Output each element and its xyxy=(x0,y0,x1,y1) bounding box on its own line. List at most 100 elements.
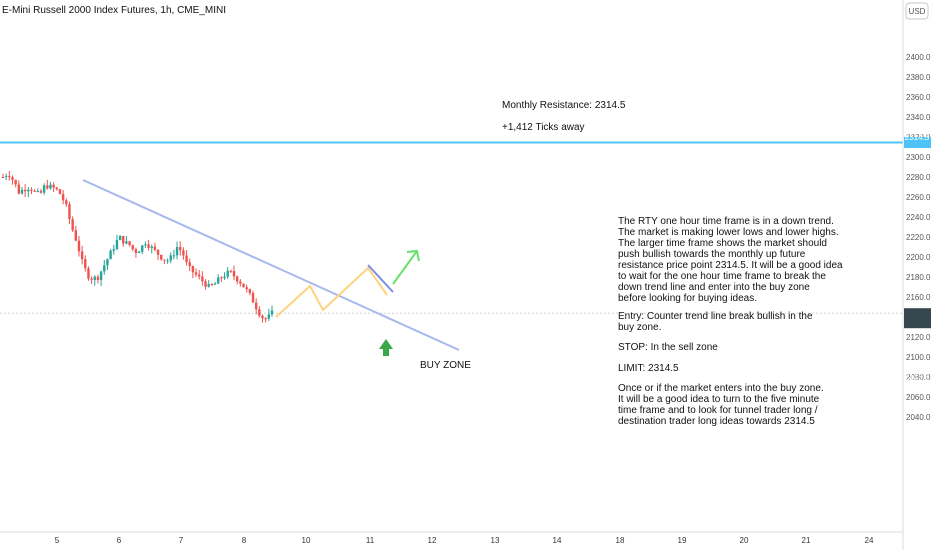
candle-body xyxy=(4,176,8,178)
time-axis[interactable]: 5 6 7 8 10 11 12 13 14 18 19 20 21 24 xyxy=(0,531,903,545)
entry-line: buy zone. xyxy=(618,322,661,333)
down-trendline[interactable] xyxy=(82,179,460,351)
candle-body xyxy=(204,281,207,287)
analysis-line: push bullish towards the monthly up futu… xyxy=(618,249,806,260)
candle-body xyxy=(153,246,157,250)
y-tick-label: 2220.0 xyxy=(906,233,931,242)
candle-body xyxy=(217,277,220,284)
candle-body xyxy=(261,315,264,319)
candle-body xyxy=(270,310,274,315)
candle-body xyxy=(23,189,27,192)
candle-body xyxy=(33,190,36,192)
candle-body xyxy=(39,190,43,193)
last-price-tag xyxy=(904,308,931,329)
candle-body xyxy=(254,302,258,310)
candle-body xyxy=(122,236,125,244)
projected-path-yellow xyxy=(275,266,388,318)
candle-body xyxy=(137,251,141,254)
x-tick-label: 8 xyxy=(242,536,247,545)
y-tick-label: 2200.0 xyxy=(906,253,931,262)
candle-body xyxy=(49,184,52,189)
candle-body xyxy=(20,189,24,194)
candle-body xyxy=(169,255,172,261)
candlestick-series xyxy=(1,170,274,323)
y-tick-label: 2300.0 xyxy=(906,153,931,162)
candle-body xyxy=(226,270,229,277)
candle-body xyxy=(134,249,138,254)
x-tick-label: 11 xyxy=(366,536,375,545)
currency-label: USD xyxy=(909,7,926,16)
limit-line: LIMIT: 2314.5 xyxy=(618,363,679,374)
candle-body xyxy=(80,251,84,260)
stop-line: STOP: In the sell zone xyxy=(618,342,718,353)
analysis-line: before looking for buying ideas. xyxy=(618,293,757,304)
x-tick-label: 14 xyxy=(553,536,562,545)
y-tick-label: 2400.0 xyxy=(906,53,931,62)
candle-body xyxy=(232,271,236,277)
analysis-line: The market is making lower lows and lowe… xyxy=(618,227,839,238)
candle-body xyxy=(229,270,233,272)
candle-body xyxy=(242,283,245,288)
y-tick-label: 2160.0 xyxy=(906,293,931,302)
y-tick-label: 2100.0 xyxy=(906,353,931,362)
candle-body xyxy=(17,184,21,194)
candle-body xyxy=(207,284,210,287)
candle-body xyxy=(185,255,188,263)
y-tick-label: 2240.0 xyxy=(906,213,931,222)
candle-body xyxy=(71,219,74,231)
x-tick-label: 5 xyxy=(55,536,60,545)
candle-body xyxy=(166,260,169,262)
candle-body xyxy=(99,271,103,280)
ticks-away-annotation: +1,412 Ticks away xyxy=(502,122,585,133)
x-tick-label: 20 xyxy=(740,536,749,545)
candle-body xyxy=(147,244,150,248)
candle-body xyxy=(103,265,106,272)
candle-body xyxy=(90,278,93,280)
candle-body xyxy=(1,177,5,178)
candle-body xyxy=(220,277,223,279)
candle-body xyxy=(36,190,40,192)
candle-body xyxy=(160,254,163,260)
x-tick-label: 19 xyxy=(678,536,687,545)
currency-badge[interactable] xyxy=(905,2,929,20)
candle-body xyxy=(210,284,214,286)
candle-body xyxy=(267,314,271,319)
candle-body xyxy=(112,249,115,251)
candle-body xyxy=(201,276,204,282)
candle-body xyxy=(150,246,153,248)
candle-body xyxy=(115,240,119,250)
followup-line: It will be a good idea to turn to the fi… xyxy=(618,394,820,405)
symbol-header: E-Mini Russell 2000 Index Futures, 1h, C… xyxy=(2,5,226,16)
candle-body xyxy=(191,266,195,273)
x-tick-label: 7 xyxy=(179,536,184,545)
y-tick-label: 2060.0 xyxy=(906,393,931,402)
candle-body xyxy=(74,230,77,241)
y-tick-label: 2120.0 xyxy=(906,333,931,342)
y-tick-label: 2040.0 xyxy=(906,413,931,422)
entry-line: Entry: Counter trend line break bullish … xyxy=(618,311,813,322)
analysis-line: down trend line and enter into the buy z… xyxy=(618,282,810,293)
candle-body xyxy=(245,287,248,290)
candle-body xyxy=(125,241,128,244)
candle-body xyxy=(131,245,134,250)
candle-body xyxy=(198,274,201,277)
candle-body xyxy=(144,244,147,246)
candle-body xyxy=(156,249,160,255)
price-axis[interactable]: 2040.02060.02080.02100.02120.02140.02160… xyxy=(902,0,932,550)
candle-body xyxy=(52,184,55,188)
analysis-line: resistance price point 2314.5. It will b… xyxy=(618,260,843,271)
candle-body xyxy=(8,176,11,178)
countdown-text: 15:25 xyxy=(908,384,926,391)
candle-body xyxy=(118,236,122,241)
analysis-line: to wait for the one hour time frame to b… xyxy=(618,271,826,282)
candle-body xyxy=(141,245,144,252)
buy-zone-label: BUY ZONE xyxy=(420,360,471,371)
candle-body xyxy=(93,276,96,280)
candle-body xyxy=(61,194,65,201)
candle-body xyxy=(106,259,109,266)
followup-line: Once or if the market enters into the bu… xyxy=(618,383,824,394)
y-tick-label: 2180.0 xyxy=(906,273,931,282)
resistance-price-tag xyxy=(904,137,931,148)
candle-body xyxy=(163,259,166,261)
